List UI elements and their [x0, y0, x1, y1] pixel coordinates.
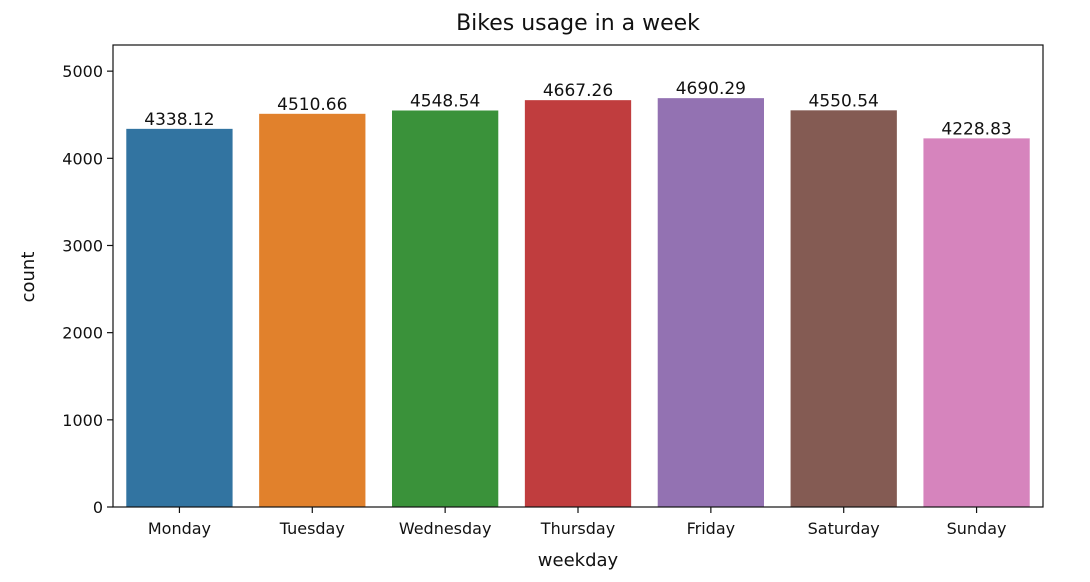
x-tick-label-saturday: Saturday — [808, 519, 880, 538]
data-label-wednesday: 4548.54 — [410, 92, 480, 112]
bar-monday — [126, 128, 233, 507]
bar-thursday — [524, 100, 632, 507]
plot-frame — [112, 44, 1044, 508]
y-axis-ticks: 0 1000 2000 3000 4000 5000 — [62, 62, 113, 517]
bar-sunday — [923, 138, 1030, 507]
x-tick-label-monday: Monday — [148, 519, 211, 538]
bars-group — [126, 98, 1030, 508]
data-label-thursday: 4667.26 — [543, 81, 613, 101]
bar-saturday — [790, 110, 897, 507]
x-axis-label: weekday — [538, 550, 619, 571]
x-tick-label-tuesday: Tuesday — [279, 519, 345, 538]
bar-wednesday — [392, 110, 499, 507]
data-label-sunday: 4228.83 — [941, 119, 1011, 139]
data-labels-group: 4338.12 4510.66 4548.54 4667.26 4690.29 4550.… — [144, 79, 1011, 139]
y-tick-label: 2000 — [62, 324, 103, 343]
x-tick-label-wednesday: Wednesday — [399, 519, 492, 538]
y-tick-label: 4000 — [62, 149, 103, 168]
chart-title: Bikes usage in a week — [456, 11, 700, 36]
x-tick-label-friday: Friday — [687, 519, 736, 538]
data-label-monday: 4338.12 — [144, 110, 214, 130]
data-label-friday: 4690.29 — [676, 79, 746, 99]
bar-tuesday — [259, 113, 366, 507]
x-axis-ticks: Monday Tuesday Wednesday Thursday Friday Satu… — [148, 507, 1007, 538]
y-tick-label: 3000 — [62, 236, 103, 255]
y-tick-label: 1000 — [62, 411, 103, 430]
y-tick-label: 0 — [93, 498, 103, 517]
data-label-saturday: 4550.54 — [809, 91, 879, 111]
y-axis-label: count — [18, 252, 39, 303]
bar-friday — [657, 98, 764, 508]
x-tick-label-thursday: Thursday — [540, 519, 615, 538]
data-label-tuesday: 4510.66 — [277, 95, 347, 115]
x-tick-label-sunday: Sunday — [947, 519, 1007, 538]
y-tick-label: 5000 — [62, 62, 103, 81]
